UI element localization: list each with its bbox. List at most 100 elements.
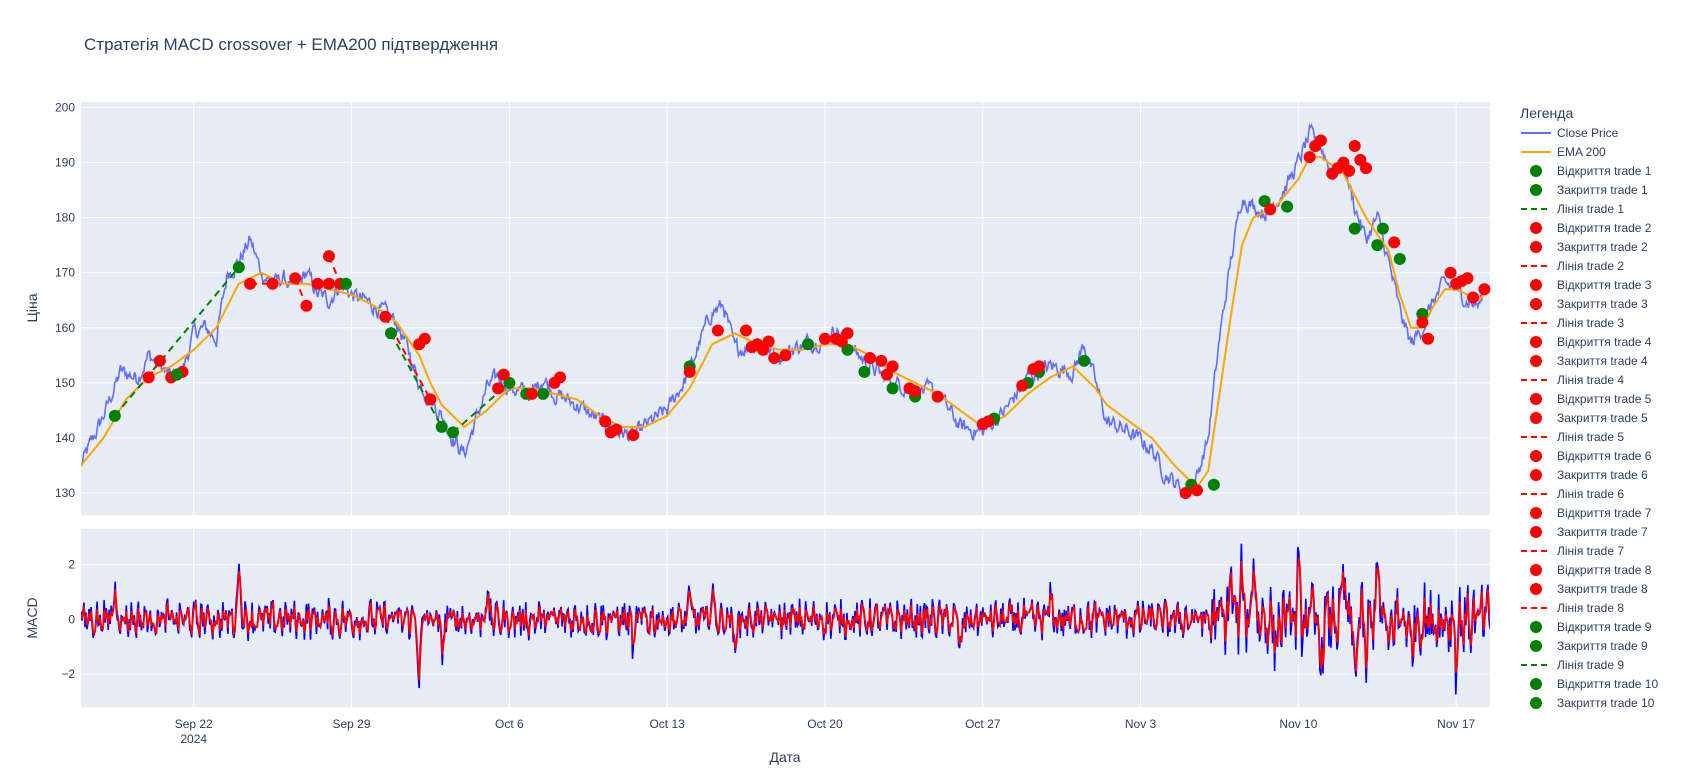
legend-swatch-marker bbox=[1530, 279, 1542, 291]
legend-swatch-marker bbox=[1530, 412, 1542, 424]
legend-item[interactable]: Відкриття trade 7 bbox=[1530, 506, 1652, 520]
trade-marker-red bbox=[740, 324, 753, 337]
legend-item[interactable]: Відкриття trade 5 bbox=[1530, 392, 1652, 406]
trade-marker-red bbox=[886, 360, 899, 373]
trade-marker-green bbox=[1376, 222, 1389, 235]
x-tick-label: Oct 6 bbox=[495, 717, 524, 731]
price-y-tick-label: 140 bbox=[55, 431, 75, 445]
legend-item-label: Лінія trade 3 bbox=[1557, 316, 1624, 330]
legend-item[interactable]: Відкриття trade 6 bbox=[1530, 449, 1652, 463]
trade-marker-green bbox=[1207, 478, 1220, 491]
legend-item[interactable]: EMA 200 bbox=[1521, 145, 1606, 159]
legend-item[interactable]: Відкриття trade 8 bbox=[1530, 563, 1652, 577]
legend-item[interactable]: Лінія trade 2 bbox=[1521, 259, 1624, 273]
legend-item-label: Закриття trade 9 bbox=[1557, 639, 1648, 653]
trade-9-open-marker bbox=[384, 327, 397, 340]
price-plot-area[interactable] bbox=[81, 102, 1490, 515]
legend-item[interactable]: Закриття trade 7 bbox=[1530, 525, 1648, 539]
legend-item[interactable]: Закриття trade 10 bbox=[1530, 696, 1655, 710]
trade-5-close-marker bbox=[300, 299, 313, 312]
legend-item[interactable]: Закриття trade 4 bbox=[1530, 354, 1648, 368]
legend-item[interactable]: Close Price bbox=[1521, 126, 1619, 140]
trade-marker-red bbox=[492, 382, 505, 395]
x-tick-label: Nov 3 bbox=[1125, 717, 1157, 731]
legend-item[interactable]: Закриття trade 2 bbox=[1530, 240, 1648, 254]
legend-item[interactable]: Лінія trade 1 bbox=[1521, 202, 1624, 216]
legend-swatch-marker bbox=[1530, 583, 1542, 595]
legend-item[interactable]: Закриття trade 8 bbox=[1530, 582, 1648, 596]
trade-marker-red bbox=[627, 429, 640, 442]
legend-item[interactable]: Лінія trade 6 bbox=[1521, 487, 1624, 501]
trade-marker-green bbox=[1371, 239, 1384, 252]
legend-swatch-marker bbox=[1530, 526, 1542, 538]
legend-item[interactable]: Закриття trade 1 bbox=[1530, 183, 1648, 197]
chart-title: Стратегія MACD crossover + EMA200 підтве… bbox=[84, 35, 498, 54]
legend[interactable]: Легенда Close Price EMA 200 Відкриття trad… bbox=[1520, 105, 1658, 710]
price-y-tick-label: 180 bbox=[55, 211, 75, 225]
price-y-tick-label: 190 bbox=[55, 156, 75, 170]
legend-item[interactable]: Закриття trade 9 bbox=[1530, 639, 1648, 653]
legend-item[interactable]: Закриття trade 6 bbox=[1530, 468, 1648, 482]
trade-marker-green bbox=[537, 387, 550, 400]
macd-y-tick-labels: −2 0 2 bbox=[61, 558, 75, 682]
legend-item-label: Лінія trade 1 bbox=[1557, 202, 1624, 216]
legend-item-label: Закриття trade 2 bbox=[1557, 240, 1648, 254]
trade-4-open-marker bbox=[244, 277, 257, 290]
trade-marker-red bbox=[497, 368, 510, 381]
trade-marker-red bbox=[779, 349, 792, 362]
x-axis-title: Дата bbox=[769, 749, 800, 765]
legend-item-label: Відкриття trade 2 bbox=[1557, 221, 1652, 235]
trade-9-line bbox=[390, 332, 443, 428]
trade-marker-green bbox=[1281, 200, 1294, 213]
legend-item[interactable]: Відкриття trade 2 bbox=[1530, 221, 1652, 235]
trade-10-open-marker bbox=[446, 426, 459, 439]
legend-item[interactable]: Відкриття trade 1 bbox=[1530, 164, 1652, 178]
legend-item[interactable]: Лінія trade 8 bbox=[1521, 601, 1624, 615]
legend-swatch-marker bbox=[1530, 184, 1542, 196]
legend-swatch-marker bbox=[1530, 564, 1542, 576]
legend-item-label: Close Price bbox=[1557, 126, 1619, 140]
price-y-tick-label: 170 bbox=[55, 266, 75, 280]
trade-marker-green bbox=[858, 365, 871, 378]
trade-1-close-marker bbox=[232, 261, 245, 274]
x-tick-sublabel: 2024 bbox=[180, 732, 207, 746]
legend-item[interactable]: Відкриття trade 4 bbox=[1530, 335, 1652, 349]
legend-item[interactable]: Закриття trade 3 bbox=[1530, 297, 1648, 311]
legend-swatch-marker bbox=[1530, 640, 1542, 652]
trade-marker-red bbox=[1444, 266, 1457, 279]
legend-item[interactable]: Відкриття trade 10 bbox=[1530, 677, 1658, 691]
legend-item[interactable]: Лінія trade 7 bbox=[1521, 544, 1624, 558]
trade-8-open-marker bbox=[379, 310, 392, 323]
legend-item-label: Закриття trade 1 bbox=[1557, 183, 1648, 197]
legend-item-label: Лінія trade 4 bbox=[1557, 373, 1624, 387]
macd-y-tick-label: −2 bbox=[61, 667, 75, 681]
legend-items[interactable]: Close Price EMA 200 Відкриття trade 1 Закри… bbox=[1521, 126, 1658, 710]
legend-item-label: Лінія trade 8 bbox=[1557, 601, 1624, 615]
trade-marker-red bbox=[1467, 291, 1480, 304]
legend-swatch-marker bbox=[1530, 450, 1542, 462]
legend-swatch-marker bbox=[1530, 165, 1542, 177]
trade-marker-red bbox=[1033, 360, 1046, 373]
legend-item[interactable]: Лінія trade 4 bbox=[1521, 373, 1624, 387]
x-tick-label: Nov 17 bbox=[1437, 717, 1475, 731]
legend-item[interactable]: Закриття trade 5 bbox=[1530, 411, 1648, 425]
legend-item-label: Відкриття trade 4 bbox=[1557, 335, 1652, 349]
trade-marker-red bbox=[982, 415, 995, 428]
trade-marker-red bbox=[1422, 332, 1435, 345]
legend-item[interactable]: Лінія trade 5 bbox=[1521, 430, 1624, 444]
legend-item[interactable]: Відкриття trade 9 bbox=[1530, 620, 1652, 634]
legend-item[interactable]: Лінія trade 3 bbox=[1521, 316, 1624, 330]
trade-marker-red bbox=[610, 423, 623, 436]
legend-item-label: Відкриття trade 1 bbox=[1557, 164, 1652, 178]
trade-marker-red bbox=[1314, 134, 1327, 147]
legend-item[interactable]: Відкриття trade 3 bbox=[1530, 278, 1652, 292]
legend-swatch-marker bbox=[1530, 298, 1542, 310]
legend-item-label: Відкриття trade 7 bbox=[1557, 506, 1652, 520]
trade-6-close-marker bbox=[322, 277, 335, 290]
legend-swatch-marker bbox=[1530, 507, 1542, 519]
trade-7-open-marker bbox=[322, 250, 335, 263]
trade-marker-red bbox=[418, 332, 431, 345]
legend-item[interactable]: Лінія trade 9 bbox=[1521, 658, 1624, 672]
legend-item-label: Закриття trade 5 bbox=[1557, 411, 1648, 425]
